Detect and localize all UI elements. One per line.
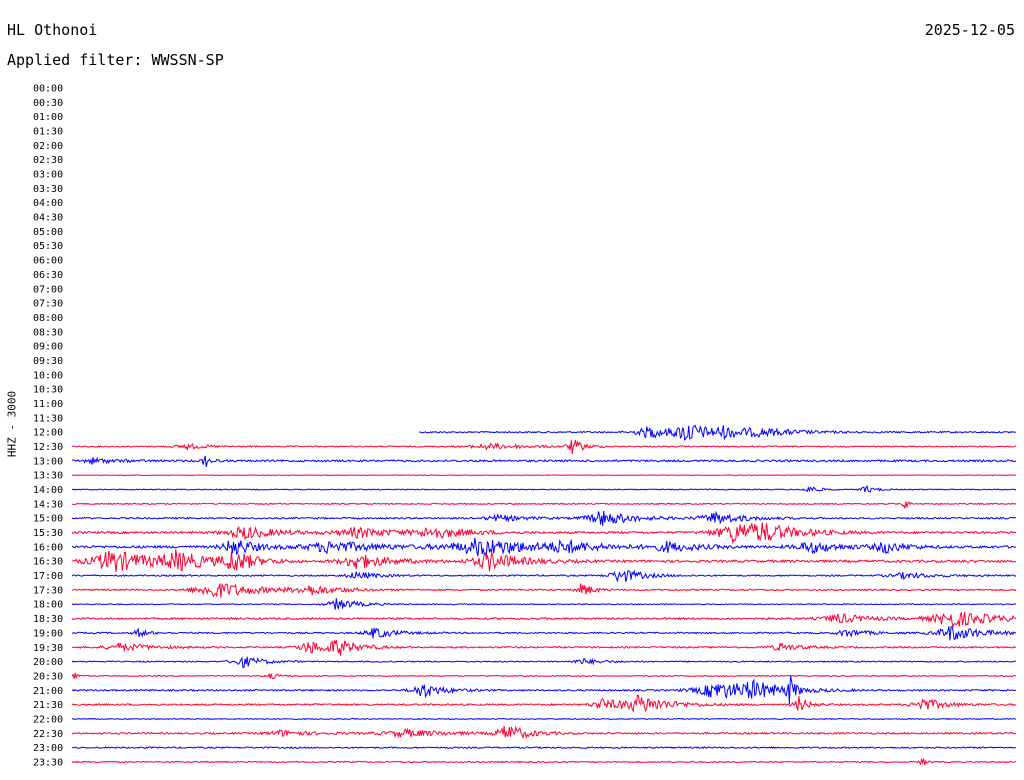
time-tick-label: 03:30 bbox=[33, 184, 63, 195]
trace-line bbox=[71, 656, 1017, 669]
time-tick-label: 18:30 bbox=[33, 614, 63, 625]
time-tick-label: 00:00 bbox=[33, 84, 63, 95]
time-tick-label: 09:00 bbox=[33, 342, 63, 353]
trace-line bbox=[71, 640, 1017, 656]
trace-line bbox=[71, 569, 1017, 583]
trace-line bbox=[71, 694, 1017, 713]
time-tick-label: 19:30 bbox=[33, 643, 63, 654]
time-tick-label: 08:30 bbox=[33, 327, 63, 338]
time-tick-label: 14:30 bbox=[33, 499, 63, 510]
trace-line bbox=[71, 725, 1017, 740]
time-tick-label: 18:00 bbox=[33, 600, 63, 611]
trace-line bbox=[71, 474, 1017, 477]
trace-line bbox=[71, 746, 1017, 750]
filter-label: Applied filter: WWSSN-SP bbox=[7, 51, 224, 69]
time-tick-label: 22:00 bbox=[33, 714, 63, 725]
trace-line bbox=[71, 611, 1017, 629]
time-tick-label: 23:30 bbox=[33, 757, 63, 768]
trace-line bbox=[71, 510, 1017, 526]
trace-line bbox=[71, 758, 1017, 766]
time-tick-label: 22:30 bbox=[33, 729, 63, 740]
trace-line bbox=[71, 672, 1017, 680]
trace-line bbox=[71, 501, 1017, 509]
time-tick-label: 12:30 bbox=[33, 442, 63, 453]
trace-line bbox=[71, 598, 1017, 611]
station-title: HL Othonoi bbox=[7, 21, 98, 39]
time-tick-label: 04:30 bbox=[33, 213, 63, 224]
time-tick-label: 11:30 bbox=[33, 413, 63, 424]
time-tick-label: 14:00 bbox=[33, 485, 63, 496]
time-tick-label: 02:30 bbox=[33, 155, 63, 166]
time-tick-label: 12:00 bbox=[33, 428, 63, 439]
time-tick-label: 04:00 bbox=[33, 198, 63, 209]
trace-line bbox=[71, 717, 1017, 721]
time-tick-label: 01:30 bbox=[33, 127, 63, 138]
time-tick-label: 05:30 bbox=[33, 241, 63, 252]
trace-line bbox=[418, 424, 1017, 442]
time-tick-label: 16:30 bbox=[33, 557, 63, 568]
time-tick-label: 10:30 bbox=[33, 385, 63, 396]
time-tick-label: 13:00 bbox=[33, 456, 63, 467]
time-tick-label: 19:00 bbox=[33, 628, 63, 639]
time-tick-label: 01:00 bbox=[33, 112, 63, 123]
time-tick-label: 00:30 bbox=[33, 98, 63, 109]
time-tick-label: 21:00 bbox=[33, 686, 63, 697]
time-tick-label: 07:30 bbox=[33, 299, 63, 310]
time-tick-label: 10:00 bbox=[33, 370, 63, 381]
time-tick-label: 11:00 bbox=[33, 399, 63, 410]
time-tick-label: 15:30 bbox=[33, 528, 63, 539]
time-tick-label: 03:00 bbox=[33, 170, 63, 181]
time-tick-label: 21:30 bbox=[33, 700, 63, 711]
time-tick-label: 13:30 bbox=[33, 471, 63, 482]
trace-line bbox=[71, 675, 1017, 705]
time-tick-label: 05:00 bbox=[33, 227, 63, 238]
time-tick-label: 16:00 bbox=[33, 542, 63, 553]
trace-line bbox=[71, 549, 1017, 572]
trace-line bbox=[71, 625, 1017, 641]
time-tick-label: 07:00 bbox=[33, 284, 63, 295]
time-tick-label: 09:30 bbox=[33, 356, 63, 367]
time-tick-label: 17:30 bbox=[33, 585, 63, 596]
trace-line bbox=[71, 537, 1017, 557]
trace-line bbox=[71, 583, 1017, 599]
time-tick-label: 02:00 bbox=[33, 141, 63, 152]
trace-line bbox=[71, 455, 1017, 468]
time-tick-label: 06:30 bbox=[33, 270, 63, 281]
time-tick-label: 20:00 bbox=[33, 657, 63, 668]
trace-line bbox=[71, 484, 1017, 493]
time-tick-label: 08:00 bbox=[33, 313, 63, 324]
trace-line bbox=[71, 522, 1017, 545]
time-tick-label: 20:30 bbox=[33, 671, 63, 682]
trace-line bbox=[72, 439, 1017, 455]
time-tick-label: 17:00 bbox=[33, 571, 63, 582]
time-tick-label: 15:00 bbox=[33, 514, 63, 525]
time-tick-label: 23:00 bbox=[33, 743, 63, 754]
time-tick-label: 06:00 bbox=[33, 256, 63, 267]
date-label: 2025-12-05 bbox=[924, 21, 1015, 39]
